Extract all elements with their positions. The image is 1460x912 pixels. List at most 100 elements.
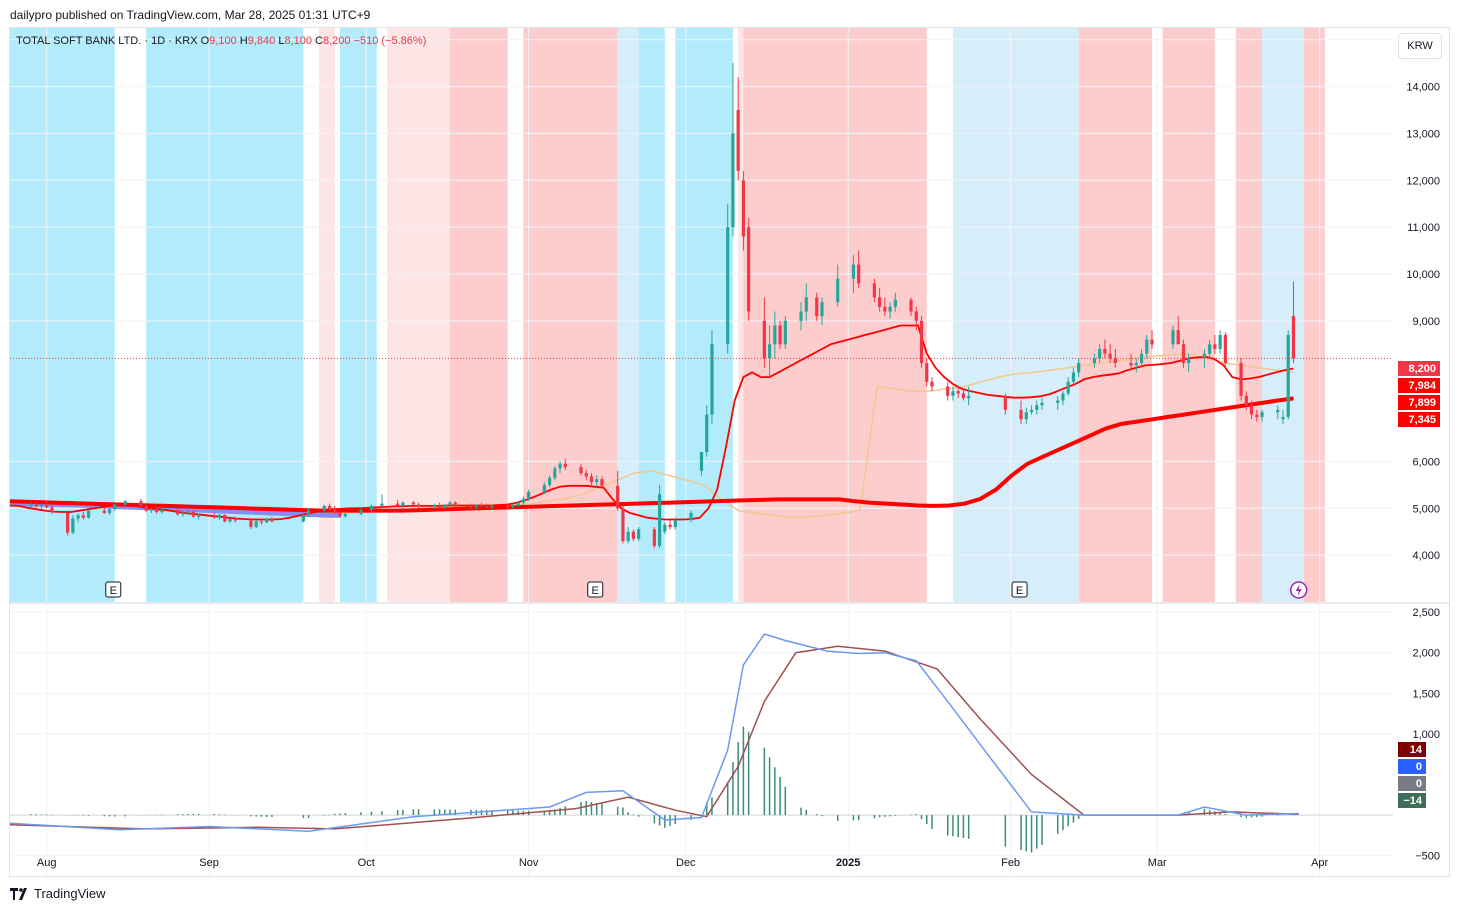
regime-band xyxy=(618,28,639,602)
x-tick-label: Mar xyxy=(1148,857,1167,869)
candle-body xyxy=(894,300,897,307)
candle-body xyxy=(564,464,567,467)
candle-body xyxy=(213,515,216,517)
candle-body xyxy=(558,464,561,469)
candle-body xyxy=(1072,372,1075,381)
x-tick-label: Oct xyxy=(358,857,375,869)
candle-body xyxy=(103,511,106,513)
candle-body xyxy=(338,513,341,516)
candle-body xyxy=(265,519,268,523)
y-tick-label: 10,000 xyxy=(1406,269,1440,281)
candle-body xyxy=(1067,382,1070,394)
candle-body xyxy=(223,515,226,522)
candle-body xyxy=(71,519,74,533)
candle-body xyxy=(1040,403,1043,405)
candle-body xyxy=(45,505,48,507)
candle-body xyxy=(1245,396,1248,405)
candle-body xyxy=(553,468,556,477)
candle-body xyxy=(139,501,142,506)
candle-body xyxy=(1171,330,1174,344)
candle-body xyxy=(527,492,530,499)
candle-body xyxy=(616,486,619,508)
candle-body xyxy=(658,494,661,546)
macd-value-tag-label: −14 xyxy=(1403,795,1423,807)
y-tick-label: 6,000 xyxy=(1412,456,1440,468)
candle-body xyxy=(663,525,666,532)
regime-band xyxy=(953,28,1079,602)
candle-body xyxy=(82,515,85,517)
candle-body xyxy=(1260,412,1263,417)
candle-body xyxy=(517,503,520,506)
candle-body xyxy=(249,520,252,527)
earnings-marker-label: E xyxy=(592,585,599,597)
candle-body xyxy=(181,513,184,514)
candle-body xyxy=(192,512,195,517)
currency-button[interactable]: KRW xyxy=(1398,33,1442,59)
candle-body xyxy=(145,506,148,511)
candle-body xyxy=(1150,340,1153,345)
symbol-legend: TOTAL SOFT BANK LTD. · 1D · KRX O9,100 H… xyxy=(16,35,426,47)
candle-body xyxy=(1004,396,1007,410)
candle-body xyxy=(218,515,221,518)
candle-body xyxy=(967,396,970,398)
candle-body xyxy=(29,505,32,507)
candle-body xyxy=(234,519,237,521)
candle-body xyxy=(1203,354,1206,359)
candle-body xyxy=(773,326,776,345)
macd-value-tag-label: 0 xyxy=(1416,778,1422,790)
candle-body xyxy=(77,515,80,518)
candle-body xyxy=(380,504,383,506)
candle-body xyxy=(763,321,766,358)
chart-canvas[interactable]: 4,0005,0006,0009,00010,00011,00012,00013… xyxy=(0,0,1460,912)
candle-body xyxy=(700,452,703,471)
candle-body xyxy=(307,510,310,515)
candle-body xyxy=(1019,410,1022,419)
candle-body xyxy=(1250,405,1253,414)
candle-body xyxy=(412,503,415,505)
candle-body xyxy=(915,311,918,320)
earnings-marker-label: E xyxy=(1016,585,1023,597)
candle-body xyxy=(480,505,483,506)
candle-body xyxy=(438,505,441,507)
x-tick-label: Nov xyxy=(519,857,539,869)
macd-tick-label: −500 xyxy=(1415,851,1440,863)
candle-body xyxy=(66,513,69,533)
candle-body xyxy=(197,515,200,516)
macd-line xyxy=(10,634,1299,831)
candle-body xyxy=(187,512,190,513)
candle-body xyxy=(328,506,331,509)
legend-open-value: 9,100 xyxy=(209,35,237,47)
x-tick-label: Aug xyxy=(37,857,57,869)
regime-band xyxy=(1079,28,1152,602)
price-tag-label: 7,984 xyxy=(1408,380,1436,392)
candle-body xyxy=(1219,335,1222,349)
y-tick-label: 5,000 xyxy=(1412,503,1440,515)
candle-body xyxy=(799,311,802,320)
candle-body xyxy=(951,391,954,396)
candle-body xyxy=(888,307,891,312)
candle-body xyxy=(344,514,347,516)
candle-body xyxy=(930,382,933,387)
candle-body xyxy=(585,473,588,476)
candle-body xyxy=(475,505,478,506)
candle-body xyxy=(1281,417,1284,419)
candle-body xyxy=(600,479,603,486)
macd-value-tag-label: 0 xyxy=(1416,761,1422,773)
regime-band xyxy=(10,28,115,602)
y-tick-label: 9,000 xyxy=(1412,316,1440,328)
candle-body xyxy=(1103,349,1106,354)
candle-body xyxy=(674,520,677,527)
candle-body xyxy=(401,503,404,506)
y-tick-label: 11,000 xyxy=(1407,222,1440,234)
x-tick-label: Sep xyxy=(199,857,219,869)
candle-body xyxy=(737,110,740,171)
candle-body xyxy=(621,508,624,541)
candle-body xyxy=(627,532,630,541)
legend-high-label: H xyxy=(240,35,248,47)
candle-body xyxy=(50,507,53,512)
legend-symbol: TOTAL SOFT BANK LTD. · 1D · KRX xyxy=(16,35,198,47)
candle-body xyxy=(87,511,90,518)
regime-band xyxy=(450,28,508,602)
legend-high-value: 9,840 xyxy=(248,35,276,47)
candle-body xyxy=(1187,358,1190,363)
